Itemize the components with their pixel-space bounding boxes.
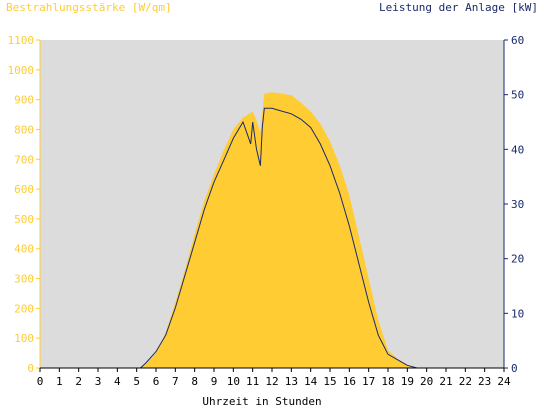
x-tick-label: 21 bbox=[439, 375, 452, 388]
left-axis-title: Bestrahlungsstärke [W/qm] bbox=[6, 1, 172, 14]
right-tick-label: 40 bbox=[511, 143, 524, 156]
left-tick-label: 800 bbox=[14, 123, 34, 136]
x-tick-label: 6 bbox=[153, 375, 160, 388]
x-tick-label: 5 bbox=[133, 375, 140, 388]
x-tick-label: 22 bbox=[459, 375, 472, 388]
right-tick-label: 60 bbox=[511, 34, 524, 47]
left-tick-label: 0 bbox=[27, 362, 34, 375]
right-tick-label: 0 bbox=[511, 362, 518, 375]
x-tick-label: 9 bbox=[211, 375, 218, 388]
x-tick-label: 15 bbox=[323, 375, 336, 388]
left-tick-label: 200 bbox=[14, 302, 34, 315]
x-tick-label: 17 bbox=[362, 375, 375, 388]
left-tick-label: 500 bbox=[14, 213, 34, 226]
x-tick-label: 20 bbox=[420, 375, 433, 388]
left-tick-label: 900 bbox=[14, 94, 34, 107]
left-tick-label: 1000 bbox=[8, 64, 35, 77]
x-tick-label: 12 bbox=[265, 375, 278, 388]
left-tick-label: 600 bbox=[14, 183, 34, 196]
x-tick-label: 8 bbox=[191, 375, 198, 388]
x-tick-label: 1 bbox=[56, 375, 63, 388]
x-tick-label: 0 bbox=[37, 375, 44, 388]
right-tick-label: 30 bbox=[511, 198, 524, 211]
right-tick-label: 10 bbox=[511, 307, 524, 320]
x-tick-label: 13 bbox=[285, 375, 298, 388]
axes-layer: 0100200300400500600700800900100011000102… bbox=[8, 34, 525, 388]
x-tick-label: 23 bbox=[478, 375, 491, 388]
right-axis-title: Leistung der Anlage [kW] bbox=[379, 1, 538, 14]
left-tick-label: 300 bbox=[14, 273, 34, 286]
x-tick-label: 16 bbox=[343, 375, 356, 388]
x-tick-label: 18 bbox=[381, 375, 394, 388]
x-tick-label: 11 bbox=[246, 375, 259, 388]
x-axis-title: Uhrzeit in Stunden bbox=[202, 395, 321, 408]
left-tick-label: 100 bbox=[14, 332, 34, 345]
left-tick-label: 400 bbox=[14, 243, 34, 256]
left-tick-label: 700 bbox=[14, 153, 34, 166]
x-tick-label: 14 bbox=[304, 375, 318, 388]
x-tick-label: 3 bbox=[95, 375, 102, 388]
x-tick-label: 24 bbox=[497, 375, 511, 388]
right-tick-label: 20 bbox=[511, 253, 524, 266]
x-tick-label: 2 bbox=[75, 375, 82, 388]
series-layer bbox=[40, 92, 504, 369]
x-tick-label: 4 bbox=[114, 375, 121, 388]
irradiance-area bbox=[40, 92, 504, 368]
x-tick-label: 19 bbox=[401, 375, 414, 388]
x-tick-label: 7 bbox=[172, 375, 179, 388]
power-line bbox=[40, 107, 504, 369]
left-tick-label: 1100 bbox=[8, 34, 35, 47]
x-tick-label: 10 bbox=[227, 375, 240, 388]
right-tick-label: 50 bbox=[511, 89, 524, 102]
